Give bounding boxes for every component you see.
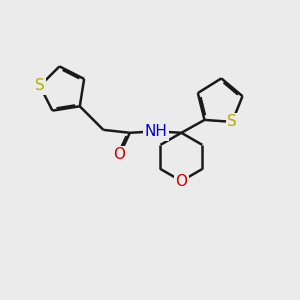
Text: S: S: [35, 79, 45, 94]
Text: S: S: [227, 114, 237, 129]
Text: O: O: [176, 174, 188, 189]
Text: O: O: [113, 147, 125, 162]
Text: NH: NH: [145, 124, 168, 139]
